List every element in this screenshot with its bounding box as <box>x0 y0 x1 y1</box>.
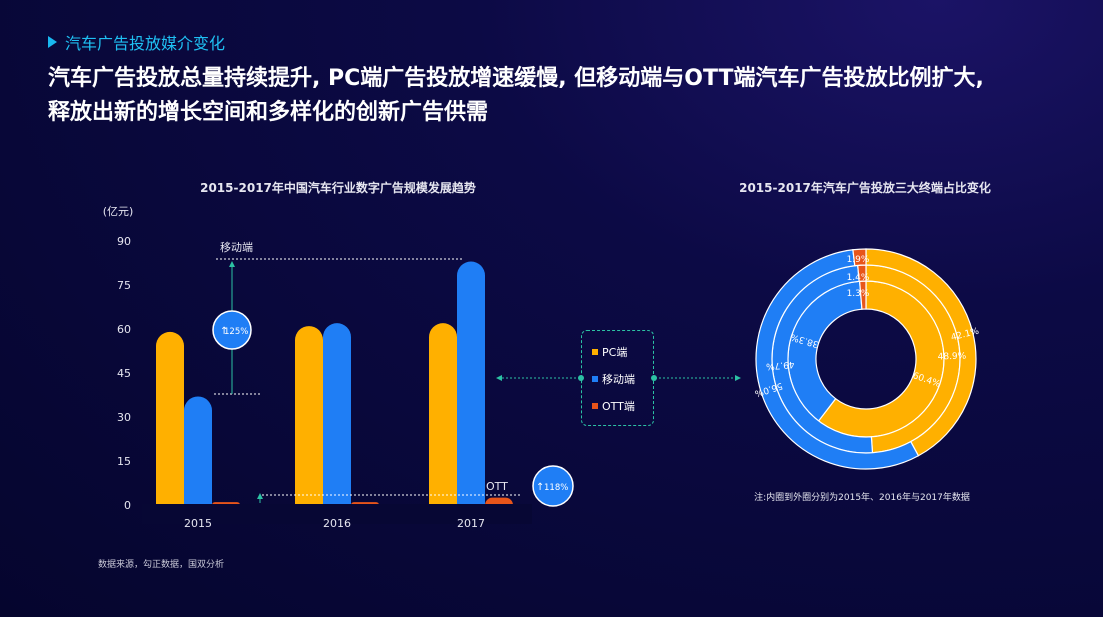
bar-移动端-2017 <box>457 261 485 519</box>
bar-移动端-2015 <box>184 396 212 519</box>
y-axis-ticks: 0 15 30 45 60 75 90 <box>117 235 131 512</box>
x-tick-label: 2016 <box>323 517 351 530</box>
ott-growth-badge <box>532 465 574 507</box>
bar-chart-title: 2015-2017年中国汽车行业数字广告规模发展趋势 <box>200 180 476 195</box>
mobile-annotation-label: 移动端 <box>220 241 253 254</box>
mobile-growth-annotation: 移动端 ↑ 125% <box>212 241 464 395</box>
donut-rings <box>755 248 977 470</box>
triangle-icon <box>48 36 57 48</box>
donut-segment-2017-2 <box>852 248 867 267</box>
mobile-growth-badge <box>212 310 252 350</box>
headline-line-1: 汽车广告投放总量持续提升, PC端广告投放增速缓慢, 但移动端与OTT端汽车广告… <box>48 66 984 91</box>
up-arrow-icon: ↑ <box>220 326 228 337</box>
legend-swatch-pc <box>592 349 598 355</box>
bar-chart: 2015-2017年中国汽车行业数字广告规模发展趋势 (亿元) 0 15 30 45 6… <box>103 180 574 530</box>
legend-swatch-ott <box>592 403 598 409</box>
donut-chart: 2015-2017年汽车广告投放三大终端占比变化 60.4%38.3%1.3%4… <box>739 180 991 503</box>
legend-item-pc: PC端 <box>592 344 627 360</box>
legend-label-mobile: 移动端 <box>602 373 635 386</box>
donut-label-2015-2: 1.3% <box>847 289 870 299</box>
y-tick-label: 30 <box>117 411 131 424</box>
bar-PC端-2017 <box>429 323 457 519</box>
donut-label-2016-2: 1.4% <box>847 273 870 283</box>
donut-label-2017-2: 1.9% <box>847 255 870 265</box>
ott-growth-annotation: OTT ↑ 118% <box>257 465 574 507</box>
ott-growth-value: 118% <box>544 483 568 493</box>
source-note: 数据来源，勾正数据，国双分析 <box>98 560 225 570</box>
y-tick-label: 45 <box>117 367 131 380</box>
y-tick-label: 15 <box>117 455 131 468</box>
y-axis-unit: (亿元) <box>103 205 134 218</box>
section-label: 汽车广告投放媒介变化 <box>65 34 226 53</box>
donut-label-2016-0: 48.9% <box>938 352 967 363</box>
x-axis-ticks: 2015 2016 2017 <box>184 517 485 530</box>
y-tick-label: 75 <box>117 279 131 292</box>
x-tick-label: 2015 <box>184 517 212 530</box>
legend-label-pc: PC端 <box>602 346 628 359</box>
bar-PC端-2016 <box>295 326 323 519</box>
bar-series <box>142 261 532 524</box>
donut-label-2016-1: 49.7% <box>765 359 795 371</box>
y-tick-label: 90 <box>117 235 131 248</box>
legend-label-ott: OTT端 <box>602 400 635 413</box>
up-arrow-icon: ↑ <box>536 482 544 493</box>
donut-note: 注:内圈到外圈分别为2015年、2016年与2017年数据 <box>754 491 970 503</box>
axis-mask <box>142 504 532 524</box>
legend-swatch-mobile <box>592 376 598 382</box>
page-headline: 汽车广告投放总量持续提升, PC端广告投放增速缓慢, 但移动端与OTT端汽车广告… <box>48 62 1088 130</box>
legend-item-mobile: 移动端 <box>592 371 635 387</box>
headline-line-2: 释放出新的增长空间和多样化的创新广告供需 <box>48 100 489 125</box>
mobile-growth-value: 125% <box>224 327 248 337</box>
section-tag: 汽车广告投放媒介变化 <box>48 30 225 54</box>
legend-item-ott: OTT端 <box>592 398 635 414</box>
y-tick-label: 60 <box>117 323 131 336</box>
ott-annotation-label: OTT <box>486 480 508 493</box>
y-tick-label: 0 <box>124 499 131 512</box>
donut-chart-title: 2015-2017年汽车广告投放三大终端占比变化 <box>739 180 991 195</box>
x-tick-label: 2017 <box>457 517 485 530</box>
bar-PC端-2015 <box>156 331 184 519</box>
right-connector-dot <box>651 375 657 381</box>
legend: PC端 移动端 OTT端 <box>581 330 654 426</box>
bar-移动端-2016 <box>323 323 351 519</box>
